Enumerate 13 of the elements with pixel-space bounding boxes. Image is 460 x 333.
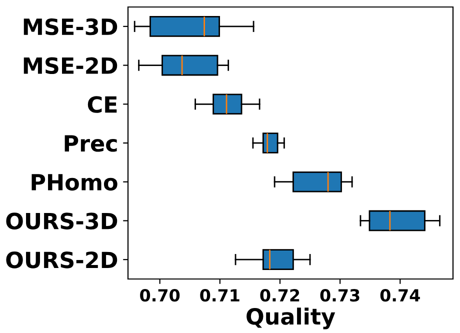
y-tick-label: Prec (64, 135, 117, 152)
x-tick-label: 0.71 (200, 289, 240, 302)
y-tick-label: PHomo (32, 174, 118, 191)
y-tick-label: OURS-3D (6, 212, 118, 230)
y-tick-label: OURS-2D (6, 252, 118, 268)
x-tick-label: 0.72 (260, 289, 300, 302)
x-axis-title: Quality (246, 308, 336, 330)
x-tick-label: 0.74 (380, 289, 420, 302)
x-tick-label: 0.70 (140, 289, 180, 302)
x-tick-label: 0.73 (320, 289, 360, 302)
y-tick-label: MSE-3D (24, 18, 118, 36)
y-tick-label: MSE-2D (24, 57, 118, 74)
y-tick-label: CE (88, 96, 117, 113)
